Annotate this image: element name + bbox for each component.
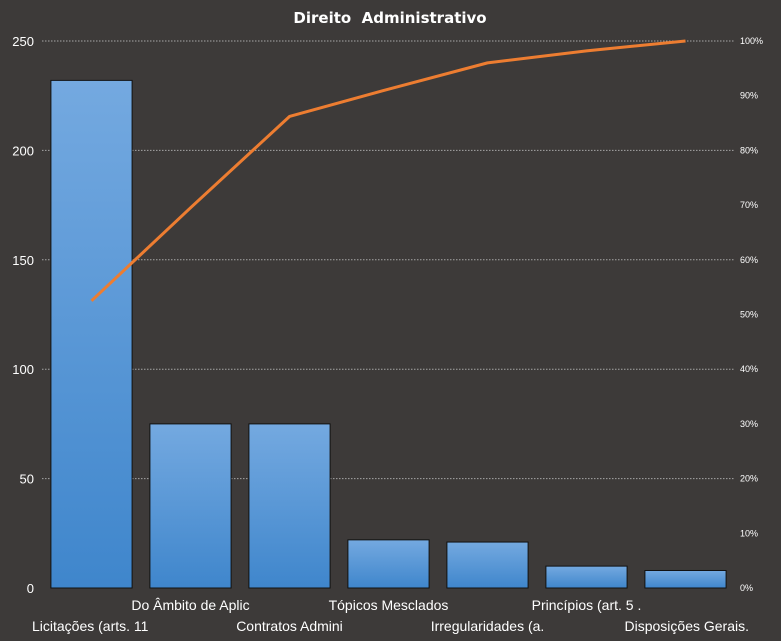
y-tick-label-right: 50% (740, 310, 758, 320)
x-tick-label: Contratos Admini (236, 618, 343, 634)
bar (50, 79, 133, 589)
chart-title: Direito Administrativo (293, 9, 486, 27)
x-tick-label: Disposições Gerais. (625, 618, 750, 634)
x-tick-label: Princípios (art. 5 . (532, 597, 642, 613)
bar (248, 423, 331, 589)
y-tick-label-left: 100 (12, 362, 34, 377)
y-tick-label-left: 50 (20, 472, 34, 487)
bar (149, 423, 232, 589)
x-tick-label: Licitações (arts. 11 (32, 618, 149, 634)
x-tick-label: Do Âmbito de Aplic (131, 597, 249, 613)
y-tick-label-left: 150 (12, 253, 34, 268)
y-tick-label-right: 100% (740, 36, 763, 46)
y-tick-label-right: 20% (740, 474, 758, 484)
y-tick-label-right: 10% (740, 528, 758, 538)
y-tick-label-right: 0% (740, 583, 753, 593)
y-tick-label-right: 90% (740, 91, 758, 101)
bar (545, 565, 628, 589)
y-tick-label-right: 40% (740, 364, 758, 374)
y-axis-left: 0 50 100 150 200 250 (12, 34, 34, 596)
x-axis: Licitações (arts. 11 Do Âmbito de Aplic Co… (32, 597, 749, 634)
y-tick-label-right: 60% (740, 255, 758, 265)
y-tick-label-right: 80% (740, 145, 758, 155)
gridlines (42, 40, 735, 480)
y-axis-right: 0% 10% 20% 30% 40% 50% 60% 70% 80% 90% 100% (740, 36, 763, 593)
y-tick-label-left: 250 (12, 34, 34, 49)
bar (446, 541, 529, 589)
x-tick-label: Tópicos Mesclados (329, 597, 449, 613)
bar-series (50, 79, 727, 589)
y-tick-label-right: 70% (740, 200, 758, 210)
x-tick-label: Irregularidades (a. (431, 618, 545, 634)
cumulative-line-series (90, 39, 686, 302)
bar (347, 539, 430, 589)
cumulative-line (90, 39, 686, 302)
bar (644, 569, 727, 589)
y-tick-label-right: 30% (740, 419, 758, 429)
y-tick-label-left: 200 (12, 143, 34, 158)
y-tick-label-left: 0 (27, 581, 34, 596)
